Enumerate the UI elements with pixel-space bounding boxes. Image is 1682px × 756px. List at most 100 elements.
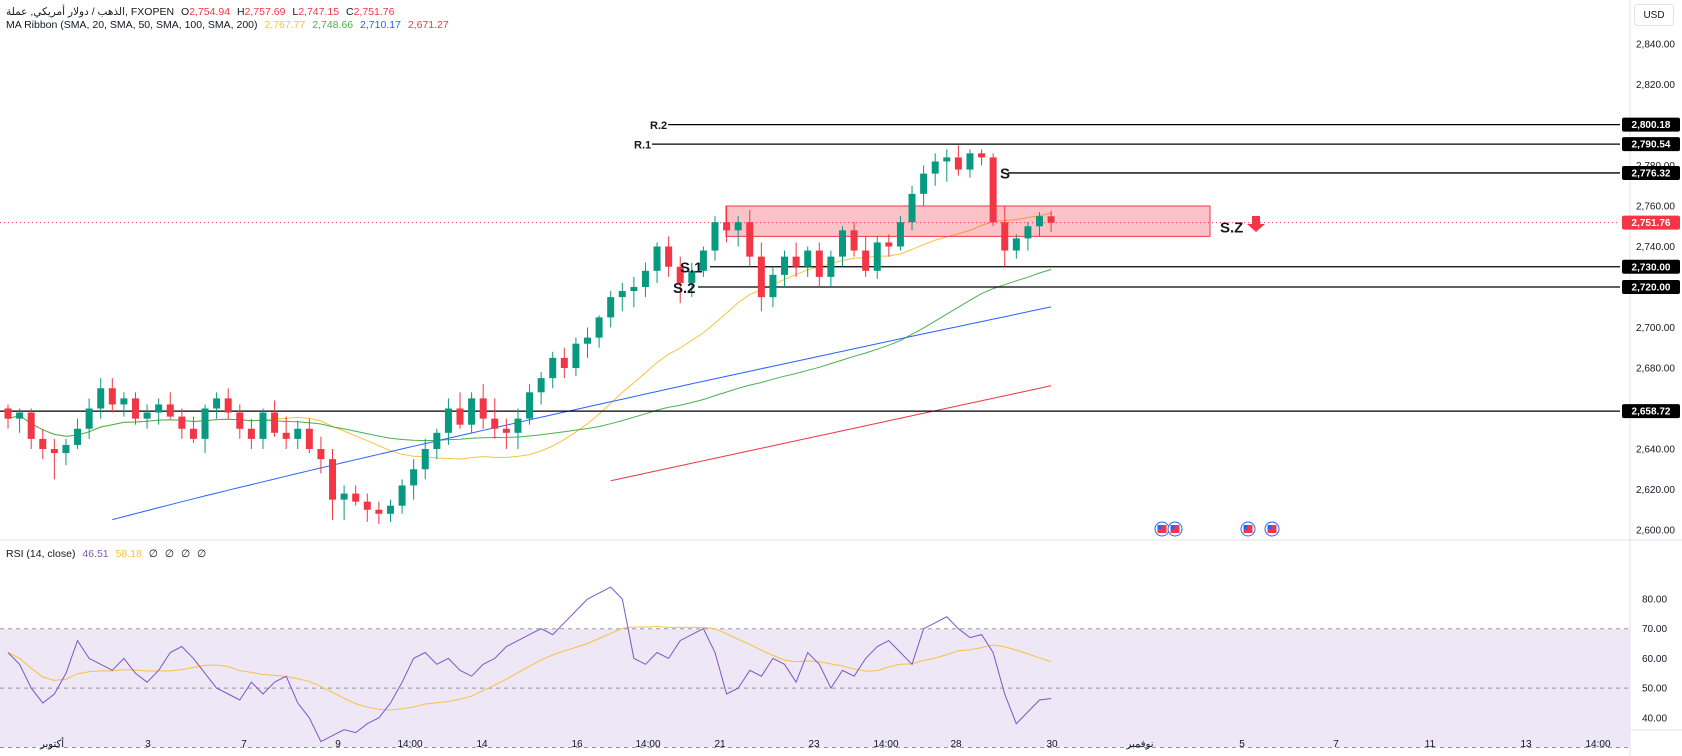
support-resistance-levels[interactable]: [0, 123, 1620, 412]
event-icons[interactable]: [1154, 521, 1280, 537]
candle-body: [526, 392, 534, 419]
time-axis-label: 13: [1520, 739, 1532, 750]
level-label-S.2: S.2: [673, 280, 696, 297]
candle-body: [259, 412, 267, 439]
flag-stripes: [1267, 525, 1277, 533]
level-label-R.2: R.2: [650, 120, 667, 132]
candle-body: [885, 242, 893, 247]
rsi-axis-label: 60.00: [1642, 654, 1667, 665]
rsi-ma-line: [7, 626, 1052, 711]
sma50-value: 2,748.66: [312, 19, 354, 31]
candle-body: [479, 398, 487, 419]
candle-body: [50, 449, 58, 454]
rsi-label: RSI (14, close): [6, 548, 76, 560]
ohlc-close: C2,751.76: [345, 6, 395, 18]
candle-body: [618, 291, 626, 298]
ohlc-high: H2,757.69: [236, 6, 286, 18]
level-tag-price: 2,800.18: [1632, 120, 1671, 131]
sma200-value: 2,671.27: [407, 19, 449, 31]
candle-body: [792, 256, 800, 267]
candle-body: [456, 408, 464, 425]
rsi-axis-label: 40.00: [1642, 713, 1667, 724]
rsi-extra-4: ∅: [197, 548, 207, 560]
time-axis-label: 14:00: [1585, 739, 1610, 750]
candle-body: [920, 173, 928, 194]
candle-body: [178, 416, 186, 429]
candle-body: [943, 157, 951, 162]
candle-body: [224, 398, 232, 413]
candle-body: [572, 343, 580, 368]
flag-stripes: [1243, 525, 1253, 533]
time-axis-label: أكتوبر: [39, 737, 64, 750]
level-tag-price: 2,720.00: [1632, 283, 1671, 294]
us-flag-icon[interactable]: [1264, 521, 1280, 537]
candle-body: [1036, 216, 1044, 227]
candle-body: [375, 509, 383, 514]
time-axis-label: 28: [950, 739, 962, 750]
level-label-S.1: S.1: [680, 260, 703, 277]
candle-body: [699, 250, 707, 271]
sma20-value: 2,767.77: [264, 19, 306, 31]
candle-body: [595, 317, 603, 338]
rsi-header[interactable]: RSI (14, close) 46.51 58.18 ∅ ∅ ∅ ∅: [6, 548, 210, 560]
candlestick-series: [4, 145, 1055, 524]
time-axis-label: 7: [1333, 739, 1339, 750]
candle-body: [340, 493, 348, 500]
time-axis-label: 14:00: [873, 739, 898, 750]
candle-body: [1012, 238, 1020, 251]
candle-body: [630, 287, 638, 292]
time-axis-label: 3: [145, 739, 151, 750]
annotations: S.Z R.2 R.1 S S.1 S.2: [634, 120, 1265, 297]
level-label-S: S: [1000, 166, 1010, 183]
time-axis: أكتوبر 3 7 9 14:00 14 16 14:00 21 23 14:00 28 30 نوفم…: [39, 737, 1611, 750]
us-flag-icon[interactable]: [1167, 521, 1183, 537]
ohlc-low: L2,747.15: [292, 6, 340, 18]
candle-body: [317, 449, 325, 460]
rsi-band: [0, 628, 1630, 748]
us-flag-icon[interactable]: [1240, 521, 1256, 537]
ma-ribbon-header[interactable]: MA Ribbon (SMA, 20, SMA, 50, SMA, 100, S…: [6, 19, 453, 31]
candle-body: [665, 246, 673, 267]
current-price-tag: 2,751.76: [1632, 218, 1671, 229]
level-tag-bg: [1622, 259, 1680, 274]
currency-button[interactable]: USD: [1634, 4, 1674, 26]
candle-body: [769, 274, 777, 298]
candle-body: [560, 357, 568, 368]
time-axis-label: 30: [1046, 739, 1058, 750]
supply-zone-label: S.Z: [1220, 219, 1243, 236]
candle-body: [711, 222, 719, 251]
us-flag-icon[interactable]: [1154, 521, 1170, 537]
candle-body: [757, 256, 765, 298]
price-axis-label: 2,680.00: [1636, 364, 1675, 375]
rsi-axis-label: 70.00: [1642, 624, 1667, 635]
rsi-extra-2: ∅: [164, 548, 175, 560]
candle-body: [85, 408, 93, 429]
candle-body: [1024, 226, 1032, 239]
candle-body: [514, 418, 522, 433]
rsi-lines: [7, 586, 1052, 743]
candle-body: [781, 256, 789, 275]
candle-body: [549, 357, 557, 379]
rsi-axis: 80.00 70.00 60.00 50.00 40.00: [1642, 595, 1667, 725]
candle-body: [143, 412, 151, 419]
candle-body: [676, 266, 684, 283]
rsi-axis-label: 80.00: [1642, 595, 1667, 606]
candle-body: [688, 270, 696, 283]
price-axis-label: 2,820.00: [1636, 80, 1675, 91]
candle-body: [271, 412, 279, 433]
down-arrow-icon: [1247, 216, 1265, 232]
candle-body: [247, 428, 255, 439]
time-axis-label: 21: [714, 739, 726, 750]
supply-zone[interactable]: [725, 205, 1211, 237]
time-axis-label: 9: [335, 739, 341, 750]
candle-body: [989, 157, 997, 223]
sma100-line: [112, 306, 1052, 521]
candle-body: [398, 485, 406, 506]
level-tag-bg: [1622, 117, 1680, 132]
candle-body: [410, 469, 418, 486]
price-axis-label: 2,760.00: [1636, 202, 1675, 213]
symbol-header: الذهب / دولار أمريكي, عملة, FXOPEN O2,75…: [6, 6, 398, 18]
candle-body: [850, 230, 858, 251]
flag-stripes: [1157, 525, 1167, 533]
